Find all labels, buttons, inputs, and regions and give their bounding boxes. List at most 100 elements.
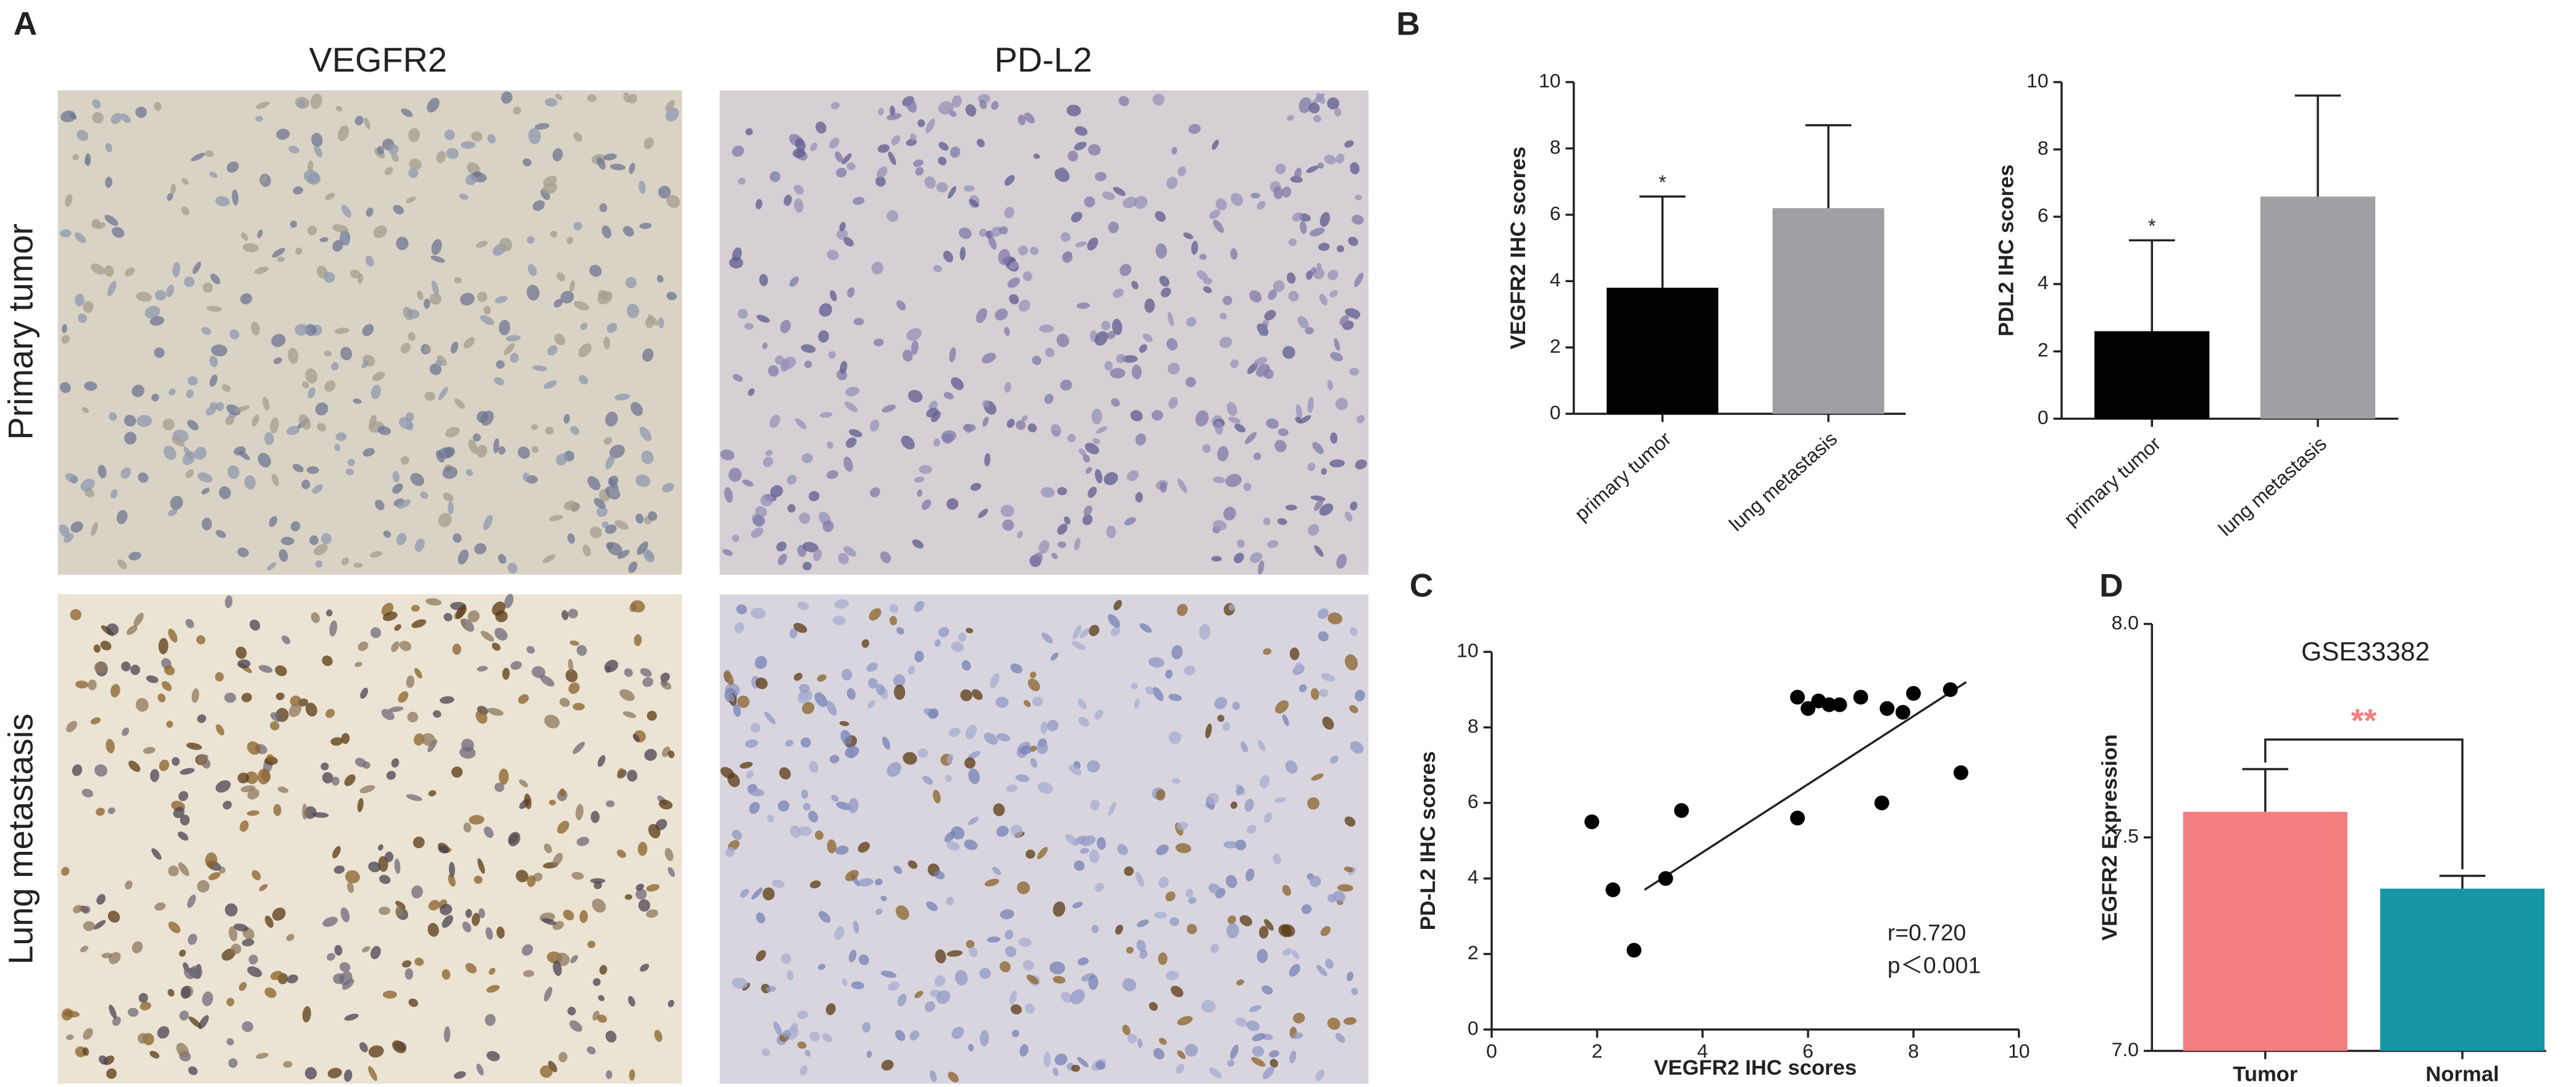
cell <box>881 1059 894 1071</box>
cell <box>247 966 262 977</box>
cell <box>1108 221 1119 233</box>
cell <box>1018 245 1029 256</box>
cell <box>270 721 280 731</box>
cell <box>1032 696 1043 707</box>
cell <box>867 700 876 709</box>
cell <box>1350 162 1360 175</box>
cell <box>111 227 125 238</box>
cell <box>146 675 159 683</box>
cell <box>1152 687 1164 701</box>
cell <box>1352 214 1364 225</box>
cell <box>270 712 282 722</box>
cell <box>929 1070 937 1082</box>
cell <box>1285 760 1298 774</box>
cell <box>938 156 947 165</box>
cell <box>1106 525 1116 539</box>
cell <box>818 330 829 343</box>
cell <box>401 108 413 117</box>
point <box>1832 697 1847 712</box>
cell <box>241 693 252 702</box>
cell <box>776 541 787 552</box>
cell <box>105 177 112 188</box>
cell <box>366 207 374 217</box>
cell <box>1185 1044 1198 1057</box>
cell <box>1344 866 1353 872</box>
cell <box>946 841 960 851</box>
cell <box>257 452 271 468</box>
cell <box>394 858 401 874</box>
cell <box>658 799 673 810</box>
cell <box>1090 799 1100 810</box>
cell <box>797 1010 808 1019</box>
cell <box>1336 554 1347 569</box>
cell <box>272 907 286 921</box>
cell <box>1251 1057 1266 1067</box>
cell <box>1062 251 1073 263</box>
cell <box>1263 648 1272 655</box>
cell <box>935 949 947 964</box>
cell <box>506 335 521 342</box>
cell <box>1009 990 1017 1005</box>
cell <box>751 527 764 538</box>
cell <box>945 775 952 782</box>
y-tick-label: 6 <box>1550 202 1561 224</box>
cell <box>322 772 333 784</box>
cell <box>341 557 349 565</box>
cell <box>1346 971 1353 981</box>
cell <box>749 802 760 814</box>
cell <box>732 374 743 382</box>
cell <box>1330 352 1344 362</box>
cell <box>302 803 307 820</box>
cell <box>1136 939 1146 952</box>
cell <box>722 549 733 556</box>
cell <box>593 881 602 889</box>
cell <box>1339 315 1349 326</box>
cell <box>563 500 577 510</box>
cell <box>304 1067 317 1080</box>
cell <box>759 273 768 286</box>
cell <box>256 101 270 109</box>
cell <box>1168 731 1182 744</box>
cell <box>510 352 519 363</box>
cell <box>627 769 638 782</box>
cell <box>1078 717 1090 727</box>
cell <box>187 894 196 908</box>
cell <box>1328 894 1336 902</box>
cell <box>276 128 290 140</box>
cell <box>516 870 529 883</box>
micrograph-background <box>719 90 1369 575</box>
cell <box>667 867 675 877</box>
cell <box>354 115 364 126</box>
cell <box>404 968 414 980</box>
cell <box>862 1022 871 1033</box>
cell <box>197 472 213 483</box>
cell <box>845 746 859 758</box>
cell <box>832 615 846 625</box>
cell <box>799 512 811 524</box>
cell <box>1070 989 1085 1005</box>
cell <box>446 148 459 159</box>
cell <box>1250 552 1263 563</box>
cell <box>476 444 488 458</box>
cell <box>1134 698 1140 709</box>
cell <box>1185 377 1196 388</box>
cell <box>763 887 775 901</box>
cell <box>1282 714 1289 727</box>
cell <box>1094 709 1104 720</box>
cell <box>1334 107 1342 117</box>
cell <box>425 598 442 606</box>
cell <box>1243 483 1252 491</box>
cell <box>362 324 374 336</box>
cell <box>59 382 71 393</box>
cell <box>1222 722 1231 731</box>
cell <box>456 605 466 620</box>
cell <box>605 1030 617 1043</box>
cell <box>486 985 500 993</box>
cell <box>330 737 343 746</box>
cell <box>1071 641 1086 650</box>
cell <box>1191 241 1198 255</box>
cell <box>936 182 948 193</box>
cell <box>398 417 413 430</box>
cell <box>1036 741 1048 754</box>
cell <box>842 978 848 986</box>
